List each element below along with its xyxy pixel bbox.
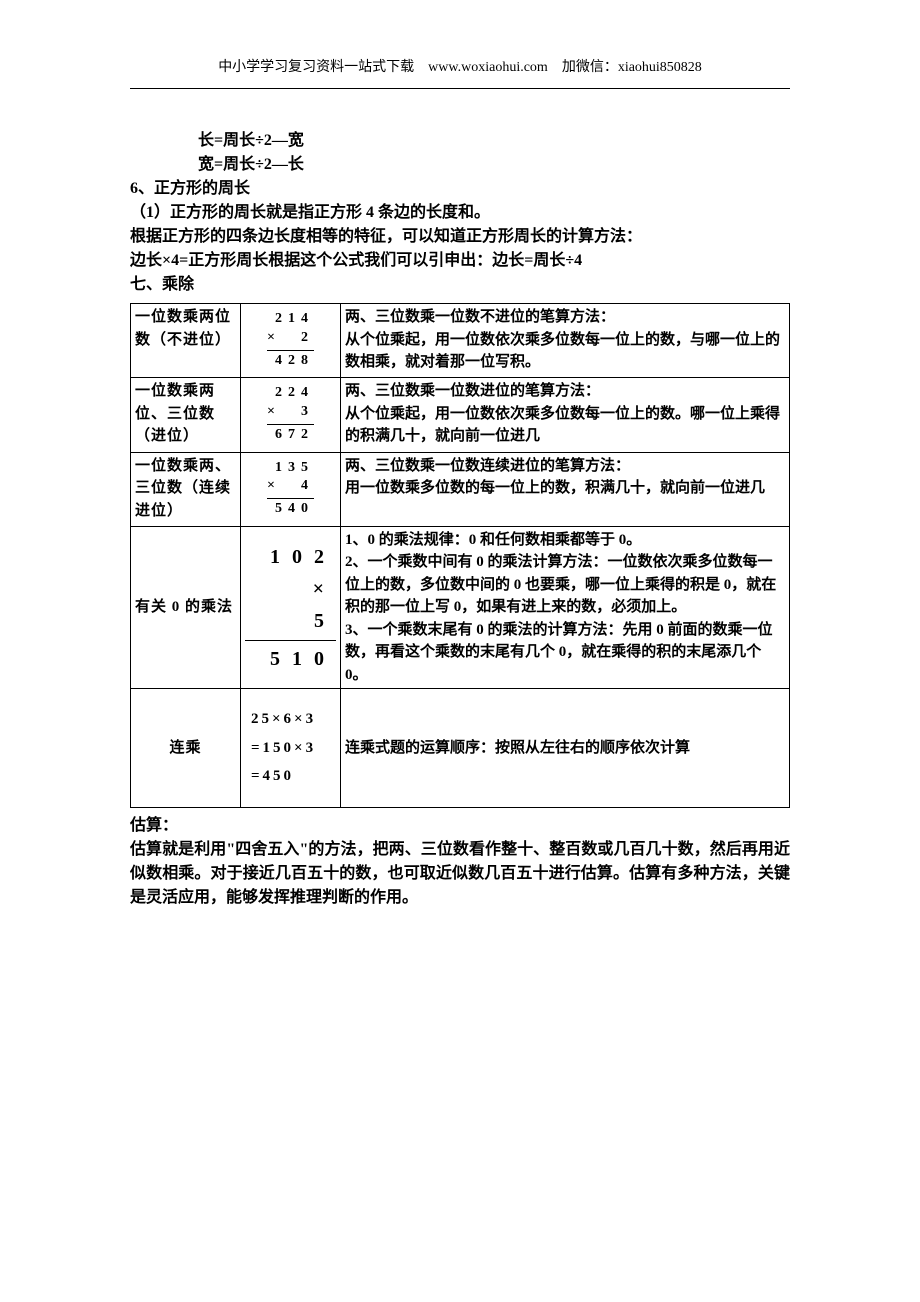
mult-c: 510 bbox=[245, 640, 336, 675]
row1-example: 214 × 2 428 bbox=[241, 304, 341, 378]
line-square-perimeter-def: （1）正方形的周长就是指正方形 4 条边的长度和。 bbox=[130, 201, 790, 225]
row2-example: 224 × 3 672 bbox=[241, 378, 341, 452]
row4-example: 102 × 5 510 bbox=[241, 526, 341, 689]
table-row: 连乘 25×6×3 =150×3 =450 连乘式题的运算顺序：按照从左往右的顺… bbox=[131, 689, 790, 808]
header-text: 中小学学习复习资料一站式下载 www.woxiaohui.com 加微信：xia… bbox=[218, 60, 702, 75]
row5-example: 25×6×3 =150×3 =450 bbox=[241, 689, 341, 808]
mult-b: × 4 bbox=[267, 478, 314, 493]
row2-title: 一位数乘两位、三位数（进位） bbox=[131, 378, 241, 452]
line-square-perimeter-formula: 边长×4=正方形周长根据这个公式我们可以引申出：边长=周长÷4 bbox=[130, 249, 790, 273]
footer-body: 估算就是利用"四舍五入"的方法，把两、三位数看作整十、整百数或几百几十数，然后再… bbox=[130, 838, 790, 910]
mult-c: 540 bbox=[267, 498, 314, 519]
mult-c: 428 bbox=[267, 350, 314, 371]
line-heading-7: 七、乘除 bbox=[130, 273, 790, 297]
eq-a: 25×6×3 bbox=[251, 711, 316, 727]
table-row: 一位数乘两、三位数（连续进位） 135 × 4 540 两、三位数乘一位数连续进… bbox=[131, 452, 790, 526]
line-length-formula: 长=周长÷2—宽 bbox=[198, 129, 790, 153]
eq-b: =150×3 bbox=[251, 740, 316, 756]
eq-block: 25×6×3 =150×3 =450 bbox=[245, 695, 336, 801]
line-width-formula: 宽=周长÷2—长 bbox=[198, 153, 790, 177]
row1-title: 一位数乘两位数（不进位） bbox=[131, 304, 241, 378]
row3-title: 一位数乘两、三位数（连续进位） bbox=[131, 452, 241, 526]
mult-block: 224 × 3 672 bbox=[267, 384, 314, 445]
mult-c: 672 bbox=[267, 424, 314, 445]
row3-desc: 两、三位数乘一位数连续进位的笔算方法： 用一位数乘多位数的每一位上的数，积满几十… bbox=[341, 452, 790, 526]
mult-a: 214 bbox=[275, 311, 314, 326]
row1-desc: 两、三位数乘一位数不进位的笔算方法： 从个位乘起，用一位数依次乘多位数每一位上的… bbox=[341, 304, 790, 378]
mult-b: × 3 bbox=[267, 404, 314, 419]
mult-a: 102 bbox=[270, 546, 336, 568]
table-row: 一位数乘两位数（不进位） 214 × 2 428 两、三位数乘一位数不进位的笔算… bbox=[131, 304, 790, 378]
row4-desc: 1、0 的乘法规律：0 和任何数相乘都等于 0。 2、一个乘数中间有 0 的乘法… bbox=[341, 526, 790, 689]
line-heading-6: 6、正方形的周长 bbox=[130, 177, 790, 201]
mult-b: × 2 bbox=[267, 330, 314, 345]
table-row: 一位数乘两位、三位数（进位） 224 × 3 672 两、三位数乘一位数进位的笔… bbox=[131, 378, 790, 452]
row5-title: 连乘 bbox=[131, 689, 241, 808]
line-square-perimeter-basis: 根据正方形的四条边长度相等的特征，可以知道正方形周长的计算方法： bbox=[130, 225, 790, 249]
footer-block: 估算： 估算就是利用"四舍五入"的方法，把两、三位数看作整十、整百数或几百几十数… bbox=[130, 814, 790, 910]
row4-title: 有关 0 的乘法 bbox=[131, 526, 241, 689]
row3-example: 135 × 4 540 bbox=[241, 452, 341, 526]
mult-a: 224 bbox=[275, 385, 314, 400]
mult-block-big: 102 × 5 510 bbox=[245, 535, 336, 681]
footer-title: 估算： bbox=[130, 814, 790, 838]
row5-desc: 连乘式题的运算顺序：按照从左往右的顺序依次计算 bbox=[341, 689, 790, 808]
multiplication-table: 一位数乘两位数（不进位） 214 × 2 428 两、三位数乘一位数不进位的笔算… bbox=[130, 303, 790, 808]
content-block: 长=周长÷2—宽 宽=周长÷2—长 6、正方形的周长 （1）正方形的周长就是指正… bbox=[130, 129, 790, 808]
mult-block: 135 × 4 540 bbox=[267, 459, 314, 520]
row2-desc: 两、三位数乘一位数进位的笔算方法： 从个位乘起，用一位数依次乘多位数每一位上的数… bbox=[341, 378, 790, 452]
eq-c: =450 bbox=[251, 768, 294, 784]
page-header: 中小学学习复习资料一站式下载 www.woxiaohui.com 加微信：xia… bbox=[130, 56, 790, 89]
mult-a: 135 bbox=[275, 460, 314, 475]
mult-block: 214 × 2 428 bbox=[267, 310, 314, 371]
table-row: 有关 0 的乘法 102 × 5 510 1、0 的乘法规律：0 和任何数相乘都… bbox=[131, 526, 790, 689]
